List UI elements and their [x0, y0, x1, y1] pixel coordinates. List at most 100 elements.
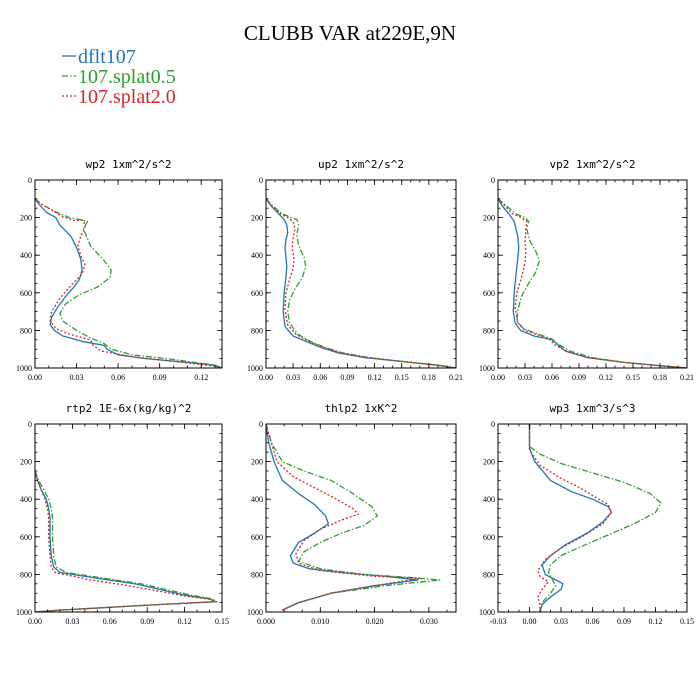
panel-vp2-ytick-label: 0 [491, 176, 495, 185]
panel-thlp2-xtick-label: 0.010 [311, 617, 329, 626]
panel-thlp2-ytick-label: 400 [251, 495, 263, 504]
panel-up2: up2 1xm^2/s^2 0.00 0.03 0.06 0.09 0.12 0.15 0.1… [247, 158, 463, 382]
panel-rtp2-ytick-label: 0 [28, 420, 32, 429]
legend-entry-splat2-0: 107.splat2.0 [62, 86, 176, 108]
panel-up2-ytick-label: 400 [251, 251, 263, 260]
panel-thlp2: thlp2 1xK^2 0.000 0.010 0.020 0.030 0 200 400 60… [247, 402, 457, 626]
panel-wp2-xtick-label: 0.06 [111, 373, 125, 382]
panel-thlp2-frame [265, 423, 457, 613]
panel-rtp2-series-107-splat0-5 [35, 470, 218, 612]
panel-up2-xtick-label: 0.03 [286, 373, 300, 382]
panel-rtp2-xtick-label: 0.03 [65, 617, 79, 626]
panel-wp2-ytick-label: 200 [20, 214, 32, 223]
panel-wp3-series-107-splat2-0 [528, 424, 613, 612]
panel-up2-xtick-label: 0.18 [422, 373, 436, 382]
panel-thlp2-xtick-label: 0.000 [257, 617, 275, 626]
panel-thlp2-series-107-splat0-5 [266, 424, 441, 611]
panel-wp2-ytick-label: 400 [20, 251, 32, 260]
panel-rtp2-ytick-label: 600 [20, 533, 32, 542]
legend-entry-dflt107: dflt107 [62, 46, 136, 68]
panel-vp2: vp2 1xm^2/s^2 0.00 0.03 0.06 0.09 0.12 0.15 0.1… [479, 158, 694, 382]
panel-wp3-xtick-label: -0.03 [490, 617, 507, 626]
panel-rtp2-series-dflt107 [35, 470, 217, 612]
panel-up2-xtick-label: 0.12 [368, 373, 382, 382]
panel-thlp2-series-107-splat2-0 [266, 424, 422, 611]
panel-rtp2-xtick-label: 0.09 [140, 617, 154, 626]
panel-wp3-xtick-label: 0.12 [649, 617, 663, 626]
panel-wp2-ytick-label: 0 [28, 176, 32, 185]
panel-wp2: wp2 1xm^2/s^2 0.00 0.03 0.06 0.09 0.12 0 200 400… [16, 158, 223, 382]
panel-wp2-series-107-splat2-0 [35, 198, 222, 368]
panel-vp2-title: vp2 1xm^2/s^2 [549, 158, 635, 171]
legend-label-splat2-0: 107.splat2.0 [78, 86, 176, 108]
panel-wp3-title: wp3 1xm^3/s^3 [549, 402, 635, 415]
panel-thlp2-xtick-label: 0.030 [420, 617, 438, 626]
panel-wp3-ytick-label: 200 [483, 458, 495, 467]
panel-vp2-xtick-label: 0.21 [680, 373, 694, 382]
panels: wp2 1xm^2/s^2 0.00 0.03 0.06 0.09 0.12 0 200 400… [16, 158, 694, 626]
panel-thlp2-ytick-label: 200 [251, 458, 263, 467]
panel-thlp2-ytick-label: 0 [259, 420, 263, 429]
panel-wp2-xtick-label: 0.12 [194, 373, 208, 382]
legend-entry-splat0-5: 107.splat0.5 [62, 66, 176, 88]
panel-up2-ytick-label: 200 [251, 214, 263, 223]
panel-up2-series-107-splat2-0 [266, 198, 456, 368]
panel-vp2-xtick-label: 0.12 [599, 373, 613, 382]
panel-thlp2-ytick-label: 800 [251, 570, 263, 579]
panel-wp3-ytick-label: 400 [483, 495, 495, 504]
panel-up2-series-107-splat0-5 [266, 198, 456, 368]
panel-wp2-xtick-label: 0.03 [70, 373, 84, 382]
panel-wp3-ytick-label: 1000 [479, 608, 495, 617]
panel-thlp2-ytick-label: 600 [251, 533, 263, 542]
panel-up2-frame [265, 179, 457, 369]
panel-wp3-ytick-label: 800 [483, 570, 495, 579]
panel-wp3-xtick-label: 0.15 [680, 617, 694, 626]
panel-wp2-series-dflt107 [35, 198, 222, 368]
panel-rtp2-xtick-label: 0.00 [28, 617, 42, 626]
panel-wp2-series-107-splat0-5 [35, 198, 222, 368]
panel-wp2-ytick-label: 600 [20, 289, 32, 298]
panel-wp3-xtick-label: 0.09 [617, 617, 631, 626]
panel-vp2-series-107-splat2-0 [498, 198, 687, 368]
panel-vp2-ytick-label: 800 [483, 326, 495, 335]
panel-wp2-frame [34, 179, 223, 369]
panel-wp3-frame [497, 423, 688, 613]
panel-vp2-series-dflt107 [498, 198, 687, 368]
panel-wp3-xtick-label: 0.06 [586, 617, 600, 626]
panel-vp2-xtick-label: 0.00 [491, 373, 505, 382]
panel-up2-ytick-label: 800 [251, 326, 263, 335]
panel-up2-series-dflt107 [266, 198, 456, 368]
panel-up2-ytick-label: 600 [251, 289, 263, 298]
panel-vp2-xtick-label: 0.03 [518, 373, 532, 382]
panel-up2-ytick-label: 1000 [247, 364, 263, 373]
panel-wp3-ytick-label: 0 [491, 420, 495, 429]
legend: dflt107 107.splat0.5 107.splat2.0 [62, 46, 176, 108]
panel-thlp2-xtick-label: 0.020 [366, 617, 384, 626]
panel-rtp2-ytick-label: 200 [20, 458, 32, 467]
legend-label-splat0-5: 107.splat0.5 [78, 66, 176, 88]
panel-thlp2-ytick-label: 1000 [247, 608, 263, 617]
panel-rtp2-series-107-splat2-0 [35, 470, 217, 612]
panel-up2-xtick-label: 0.09 [340, 373, 354, 382]
panel-wp2-title: wp2 1xm^2/s^2 [85, 158, 171, 171]
panel-wp2-ytick-label: 800 [20, 326, 32, 335]
panel-rtp2-xtick-label: 0.06 [103, 617, 117, 626]
panel-wp3-xtick-label: 0.00 [523, 617, 537, 626]
panel-wp3-series-dflt107 [528, 424, 613, 612]
panel-vp2-xtick-label: 0.06 [545, 373, 559, 382]
panel-vp2-xtick-label: 0.18 [653, 373, 667, 382]
figure-title: CLUBB VAR at229E,9N [244, 21, 456, 45]
panel-thlp2-title: thlp2 1xK^2 [325, 402, 398, 415]
panel-rtp2-xtick-label: 0.12 [178, 617, 192, 626]
panel-wp2-ytick-label: 1000 [16, 364, 32, 373]
panel-wp2-xtick-label: 0.09 [153, 373, 167, 382]
legend-label-dflt107: dflt107 [78, 46, 136, 68]
panel-vp2-ytick-label: 600 [483, 289, 495, 298]
panel-rtp2: rtp2 1E-6x(kg/kg)^2 0.00 0.03 0.06 0.09 0.12 0… [16, 402, 229, 626]
panel-wp2-xtick-label: 0.00 [28, 373, 42, 382]
panel-up2-ytick-label: 0 [259, 176, 263, 185]
panel-wp3-xtick-label: 0.03 [554, 617, 568, 626]
panel-vp2-xtick-label: 0.15 [626, 373, 640, 382]
panel-vp2-ytick-label: 1000 [479, 364, 495, 373]
